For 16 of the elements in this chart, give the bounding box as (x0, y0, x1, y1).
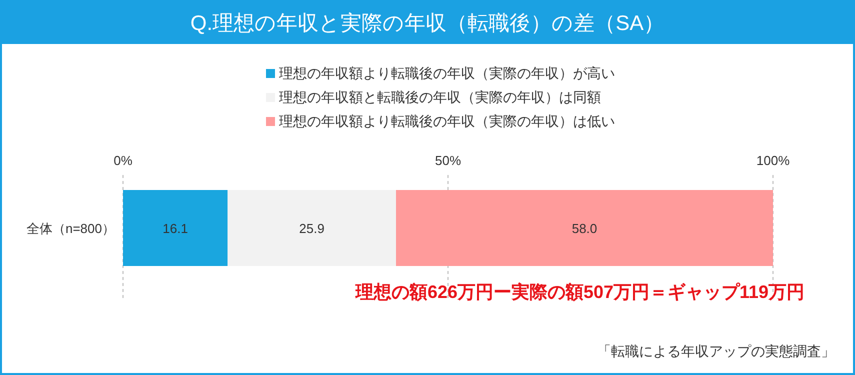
text: 理想の額626万円ー実際の額507万円＝ギャップ119万円 (354, 282, 805, 302)
legend-label: 理想の年収額より転職後の年収（実際の年収）は低い (279, 113, 615, 129)
legend-label: 理想の年収額と転職後の年収（実際の年収）は同額 (279, 89, 601, 105)
text: 「転職による年収アップの実態調査」 (597, 343, 835, 359)
bar (396, 190, 773, 266)
data-label: 25.9 (299, 221, 324, 236)
data-label: 58.0 (572, 221, 598, 236)
chart-title: Q.理想の年収と実際の年収（転職後）の差（SA） (190, 12, 665, 35)
y-tick-label: 全体（n=800） (26, 221, 115, 236)
legend-label: 理想の年収額より転職後の年収（実際の年収）が高い (279, 65, 615, 81)
data-label: 16.1 (162, 221, 188, 236)
bar (123, 190, 228, 266)
x-tick-label: 100% (756, 153, 790, 168)
x-tick-label: 0% (114, 153, 133, 168)
bar (228, 190, 396, 266)
x-tick-label: 50% (434, 153, 462, 168)
